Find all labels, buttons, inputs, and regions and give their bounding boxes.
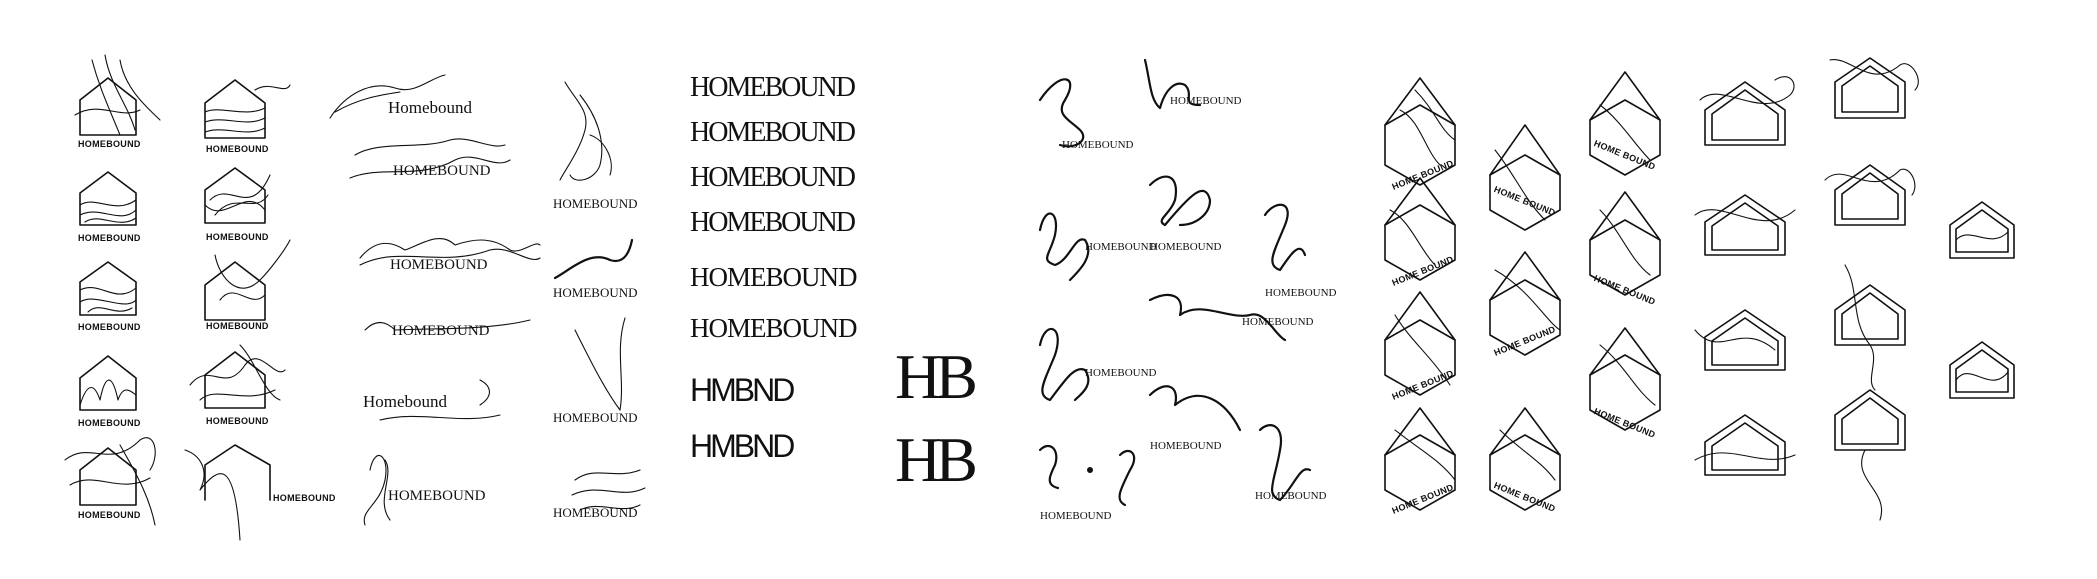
house-outline-icon [74,54,161,136]
logo-wordmark: HOMEBOUND [690,162,856,193]
wavy-line-icon [329,74,541,526]
logo-wordmark: HOMEBOUND [392,323,490,339]
logo-wordmark: HOMEBOUND [1242,316,1314,328]
logo-wordmark: HOMEBOUND [553,410,638,425]
logo-wordmark: Homebound [388,98,473,117]
logo-wordmark: HOMEBOUND [78,139,141,149]
house-outline-icon [204,239,291,321]
house-outline-icon [1949,341,2015,399]
house-outline-icon [1824,164,1916,226]
logo-wordmark: Homebound [363,392,448,411]
logo-wordmark: HOMEBOUND [1150,241,1222,253]
logo-wordmark: HOMEBOUND [690,262,857,292]
logo-wordmark: HOMEBOUND [78,510,141,520]
house-outline-icon [79,355,137,411]
isometric-house-icon [1384,407,1456,511]
house-outline-icon [1694,194,1796,256]
isometric-house-icon [1489,251,1561,356]
house-outline-icon [1949,201,2015,259]
logo-wordmark: HOMEBOUND [206,416,269,426]
isometric-house-icon [1384,77,1456,186]
logo-wordmark: HOMEBOUND [1265,287,1337,299]
isometric-house-icon [1384,291,1456,396]
house-outline-icon [1694,414,1796,476]
logo-wordmark: HOMEBOUND [690,72,856,103]
isometric-house-icon [1589,191,1661,296]
house-outline-icon [1834,389,1906,521]
logo-wordmark: HOMEBOUND [1170,95,1242,107]
house-outline-icon [1699,76,1795,146]
logo-abbrev: HMBND [690,428,795,464]
house-outline-icon [204,79,291,139]
logo-wordmark: HOMEBOUND [388,488,486,504]
logo-monogram: HB [895,424,978,495]
logo-wordmark: HOMEBOUND [1040,510,1112,522]
house-outline-icon [1829,57,1919,119]
logo-wordmark: HOMEBOUND [690,313,857,343]
logo-wordmark: HOMEBOUND [1255,490,1327,502]
house-outline-icon [64,437,156,526]
logo-wordmark: HOMEBOUND [78,322,141,332]
logo-wordmark: HOMEBOUND [553,285,638,300]
logo-wordmark: HOMEBOUND [553,505,638,520]
logo-wordmark: HOMEBOUND [1150,440,1222,452]
logo-monogram: HB [895,341,978,412]
house-outline-icon [189,344,286,409]
house-outline-icon [1694,309,1786,371]
logo-wordmark: HOMEBOUND [690,117,856,148]
logo-wordmark: HOMEBOUND [206,232,269,242]
logo-wordmark: HOMEBOUND [553,196,638,211]
isometric-house-icon [1589,71,1661,176]
house-outline-icon [79,171,137,226]
house-outline-icon [184,444,271,541]
isometric-house-icon [1384,177,1456,281]
house-outline-icon [79,261,137,316]
script-monogram-icon [1038,58,1312,507]
logo-wordmark: HOMEBOUND [78,233,141,243]
logo-wordmark: HOMEBOUND [78,418,141,428]
isometric-house-icon [1489,407,1561,511]
logo-wordmark: HOMEBOUND [206,144,269,154]
isometric-house-icon [1589,327,1661,431]
logo-wordmark: HOMEBOUND [690,207,856,238]
logo-wordmark: HOMEBOUND [1085,241,1157,253]
isometric-house-icon [1489,124,1561,231]
wavy-line-icon [553,81,646,511]
house-outline-icon [204,167,271,224]
logo-wordmark: HOMEBOUND [273,493,336,503]
logo-wordmark: HOMEBOUND [1085,367,1157,379]
logo-abbrev: HMBND [690,372,795,408]
logo-wordmark: HOMEBOUND [1062,139,1134,151]
logo-wordmark: HOMEBOUND [390,257,488,273]
logo-wordmark: HOMEBOUND [393,163,491,179]
logo-wordmark: HOMEBOUND [206,321,269,331]
house-outline-icon [1834,264,1906,391]
